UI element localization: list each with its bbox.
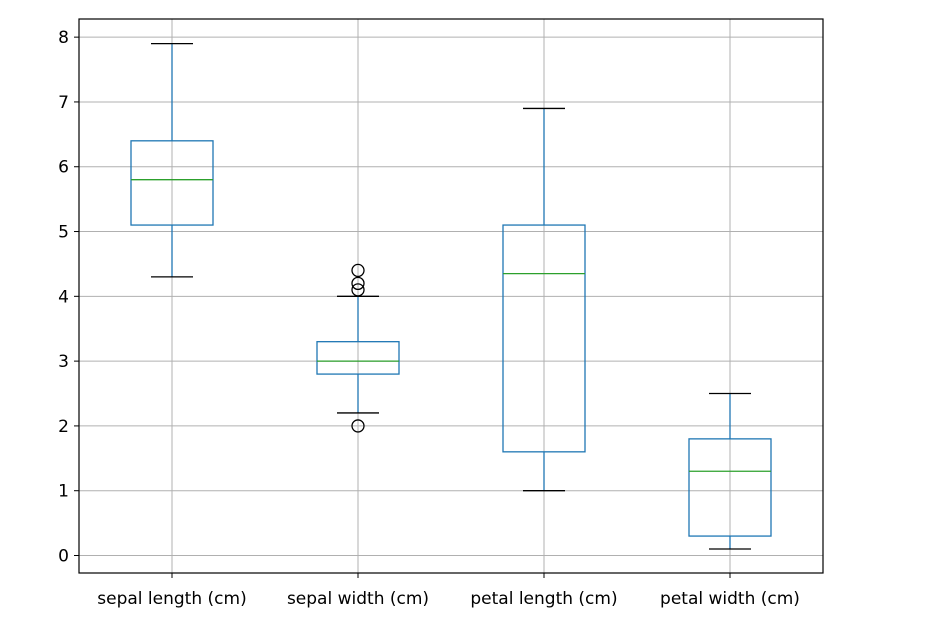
y-tick-label: 3	[58, 352, 69, 372]
label-layer: 0 1 2 3 4 5 6 7 8 sepal length (cm) sepal width (c…	[58, 28, 800, 609]
x-tick-label: petal width (cm)	[660, 589, 800, 609]
iqr-box	[502, 224, 586, 453]
x-tick-label: sepal width (cm)	[287, 589, 429, 609]
y-tick-label: 8	[58, 28, 69, 48]
axes-frame	[78, 18, 824, 574]
iqr-box	[688, 438, 772, 537]
x-tick-label: petal length (cm)	[470, 589, 617, 609]
outlier-point	[351, 419, 365, 433]
iqr-box	[130, 140, 214, 226]
y-tick-label: 6	[58, 158, 69, 178]
y-tick-label: 2	[58, 417, 69, 437]
box-layer	[130, 42, 772, 550]
y-tick-label: 4	[58, 287, 69, 307]
y-tick-label: 7	[58, 93, 69, 113]
axes-layer	[74, 18, 824, 578]
outlier-point	[351, 283, 365, 297]
outlier-point	[351, 276, 365, 291]
x-tick-label: sepal length (cm)	[97, 589, 246, 609]
grid-layer	[79, 19, 823, 573]
y-tick-label: 1	[58, 482, 69, 502]
outlier-point	[351, 263, 365, 278]
y-tick-label: 5	[58, 223, 69, 243]
y-tick-label: 0	[58, 547, 69, 567]
iqr-box	[316, 341, 400, 375]
